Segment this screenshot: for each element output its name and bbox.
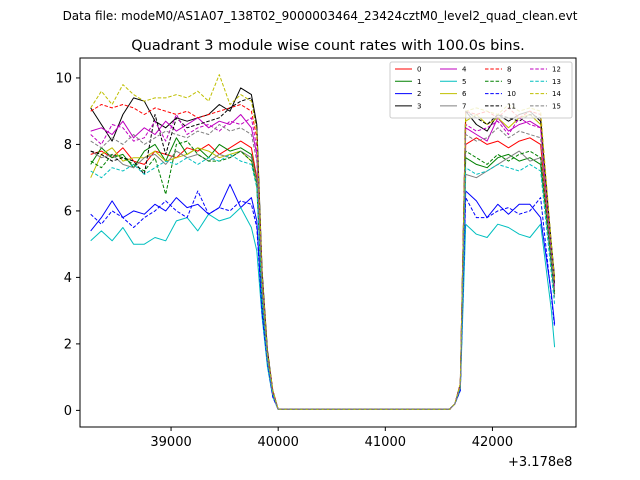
series-line-1 — [90, 137, 556, 410]
legend-label-12: 12 — [552, 66, 561, 74]
series-line-7 — [90, 150, 556, 410]
y-tick-label: 0 — [64, 404, 72, 419]
legend-label-13: 13 — [552, 78, 561, 86]
legend-label-8: 8 — [507, 66, 511, 74]
series-line-11 — [90, 97, 556, 410]
legend-label-11: 11 — [507, 102, 516, 110]
y-tick-label: 2 — [64, 337, 72, 352]
series-line-9 — [90, 140, 556, 410]
series-line-8 — [90, 104, 556, 410]
x-offset-label: +3.178e8 — [508, 455, 572, 470]
series-layer — [90, 74, 556, 410]
x-tick-label: 41000 — [365, 435, 406, 450]
series-line-10 — [90, 190, 556, 410]
series-line-13 — [90, 153, 556, 410]
legend-label-6: 6 — [462, 90, 467, 98]
legend-label-3: 3 — [417, 102, 421, 110]
legend-label-0: 0 — [417, 66, 421, 74]
series-line-2 — [90, 183, 556, 410]
legend-frame — [389, 61, 573, 119]
ticks-layer: 39000 40000 41000 42000 0 2 4 6 8 10 — [55, 71, 513, 450]
legend-label-2: 2 — [417, 90, 421, 98]
legend-label-14: 14 — [552, 90, 561, 98]
y-tick-label: 4 — [64, 271, 72, 286]
y-tick-label: 6 — [64, 204, 72, 219]
x-tick-label: 42000 — [472, 435, 513, 450]
series-line-5 — [90, 207, 556, 410]
x-tick-label: 40000 — [258, 435, 299, 450]
legend-label-1: 1 — [417, 78, 421, 86]
y-tick-label: 8 — [64, 138, 72, 153]
plot-frame — [79, 57, 577, 428]
legend-label-7: 7 — [462, 102, 466, 110]
series-line-0 — [90, 137, 556, 410]
x-tick-label: 39000 — [150, 435, 191, 450]
y-tick-label: 10 — [55, 71, 72, 86]
legend-label-5: 5 — [462, 78, 466, 86]
legend-label-10: 10 — [507, 90, 516, 98]
legend-label-9: 9 — [507, 78, 511, 86]
legend-label-15: 15 — [552, 102, 561, 110]
series-line-15 — [90, 124, 556, 410]
chart-title: Quadrant 3 module wise count rates with … — [131, 38, 525, 54]
chart-suptitle: Data file: modeM0/AS1A07_138T02_90000034… — [63, 9, 578, 23]
legend-label-4: 4 — [462, 66, 467, 74]
